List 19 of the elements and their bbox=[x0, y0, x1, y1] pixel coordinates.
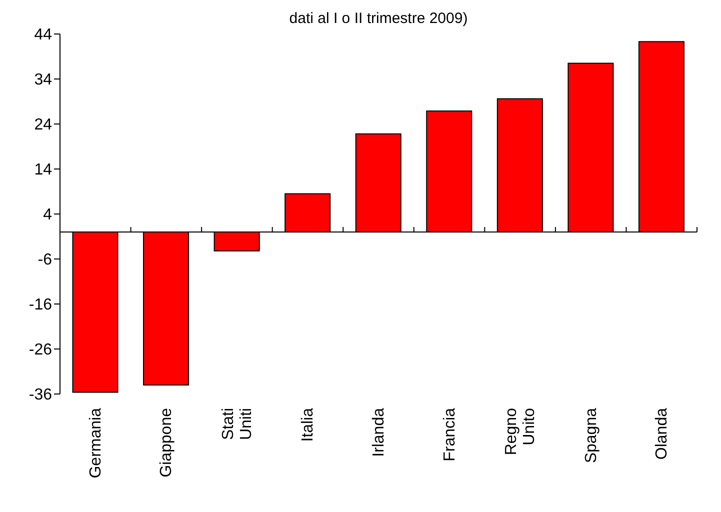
y-tick-label: 4 bbox=[43, 206, 52, 224]
y-tick-label: 14 bbox=[34, 162, 52, 179]
y-tick-label: -36 bbox=[28, 386, 52, 404]
x-tick-label: Irlanda bbox=[370, 408, 388, 457]
x-tick-label: Italia bbox=[300, 408, 317, 442]
y-tick-label: -26 bbox=[28, 342, 52, 359]
x-tick-label: Francia bbox=[441, 408, 458, 462]
x-tick-label: Spagna bbox=[582, 408, 600, 464]
chart-title: dati al I o II trimestre 2009) bbox=[288, 10, 469, 28]
y-tick-label: 34 bbox=[34, 72, 52, 89]
y-tick-label: 24 bbox=[34, 116, 52, 134]
x-tick-label: Germania bbox=[87, 408, 104, 478]
y-tick-label: -6 bbox=[38, 252, 52, 269]
x-tick-label: Giappone bbox=[158, 408, 176, 478]
x-tick-label: Stati Uniti bbox=[220, 408, 255, 440]
y-tick-label: -16 bbox=[28, 296, 52, 314]
x-tick-label: Regno Unito bbox=[503, 408, 538, 456]
y-tick-label: 44 bbox=[34, 26, 52, 44]
x-tick-label: Olanda bbox=[654, 408, 671, 460]
